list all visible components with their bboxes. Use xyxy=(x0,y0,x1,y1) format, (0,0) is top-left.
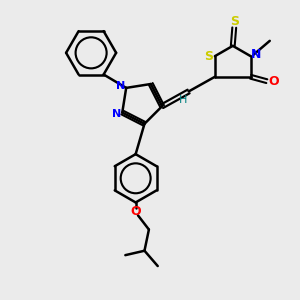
Text: O: O xyxy=(130,205,141,218)
Text: O: O xyxy=(268,75,279,88)
Text: N: N xyxy=(251,48,261,61)
Text: H: H xyxy=(178,95,187,105)
Text: N: N xyxy=(112,109,121,119)
Text: N: N xyxy=(116,81,125,92)
Text: S: S xyxy=(204,50,213,63)
Text: S: S xyxy=(230,15,239,28)
